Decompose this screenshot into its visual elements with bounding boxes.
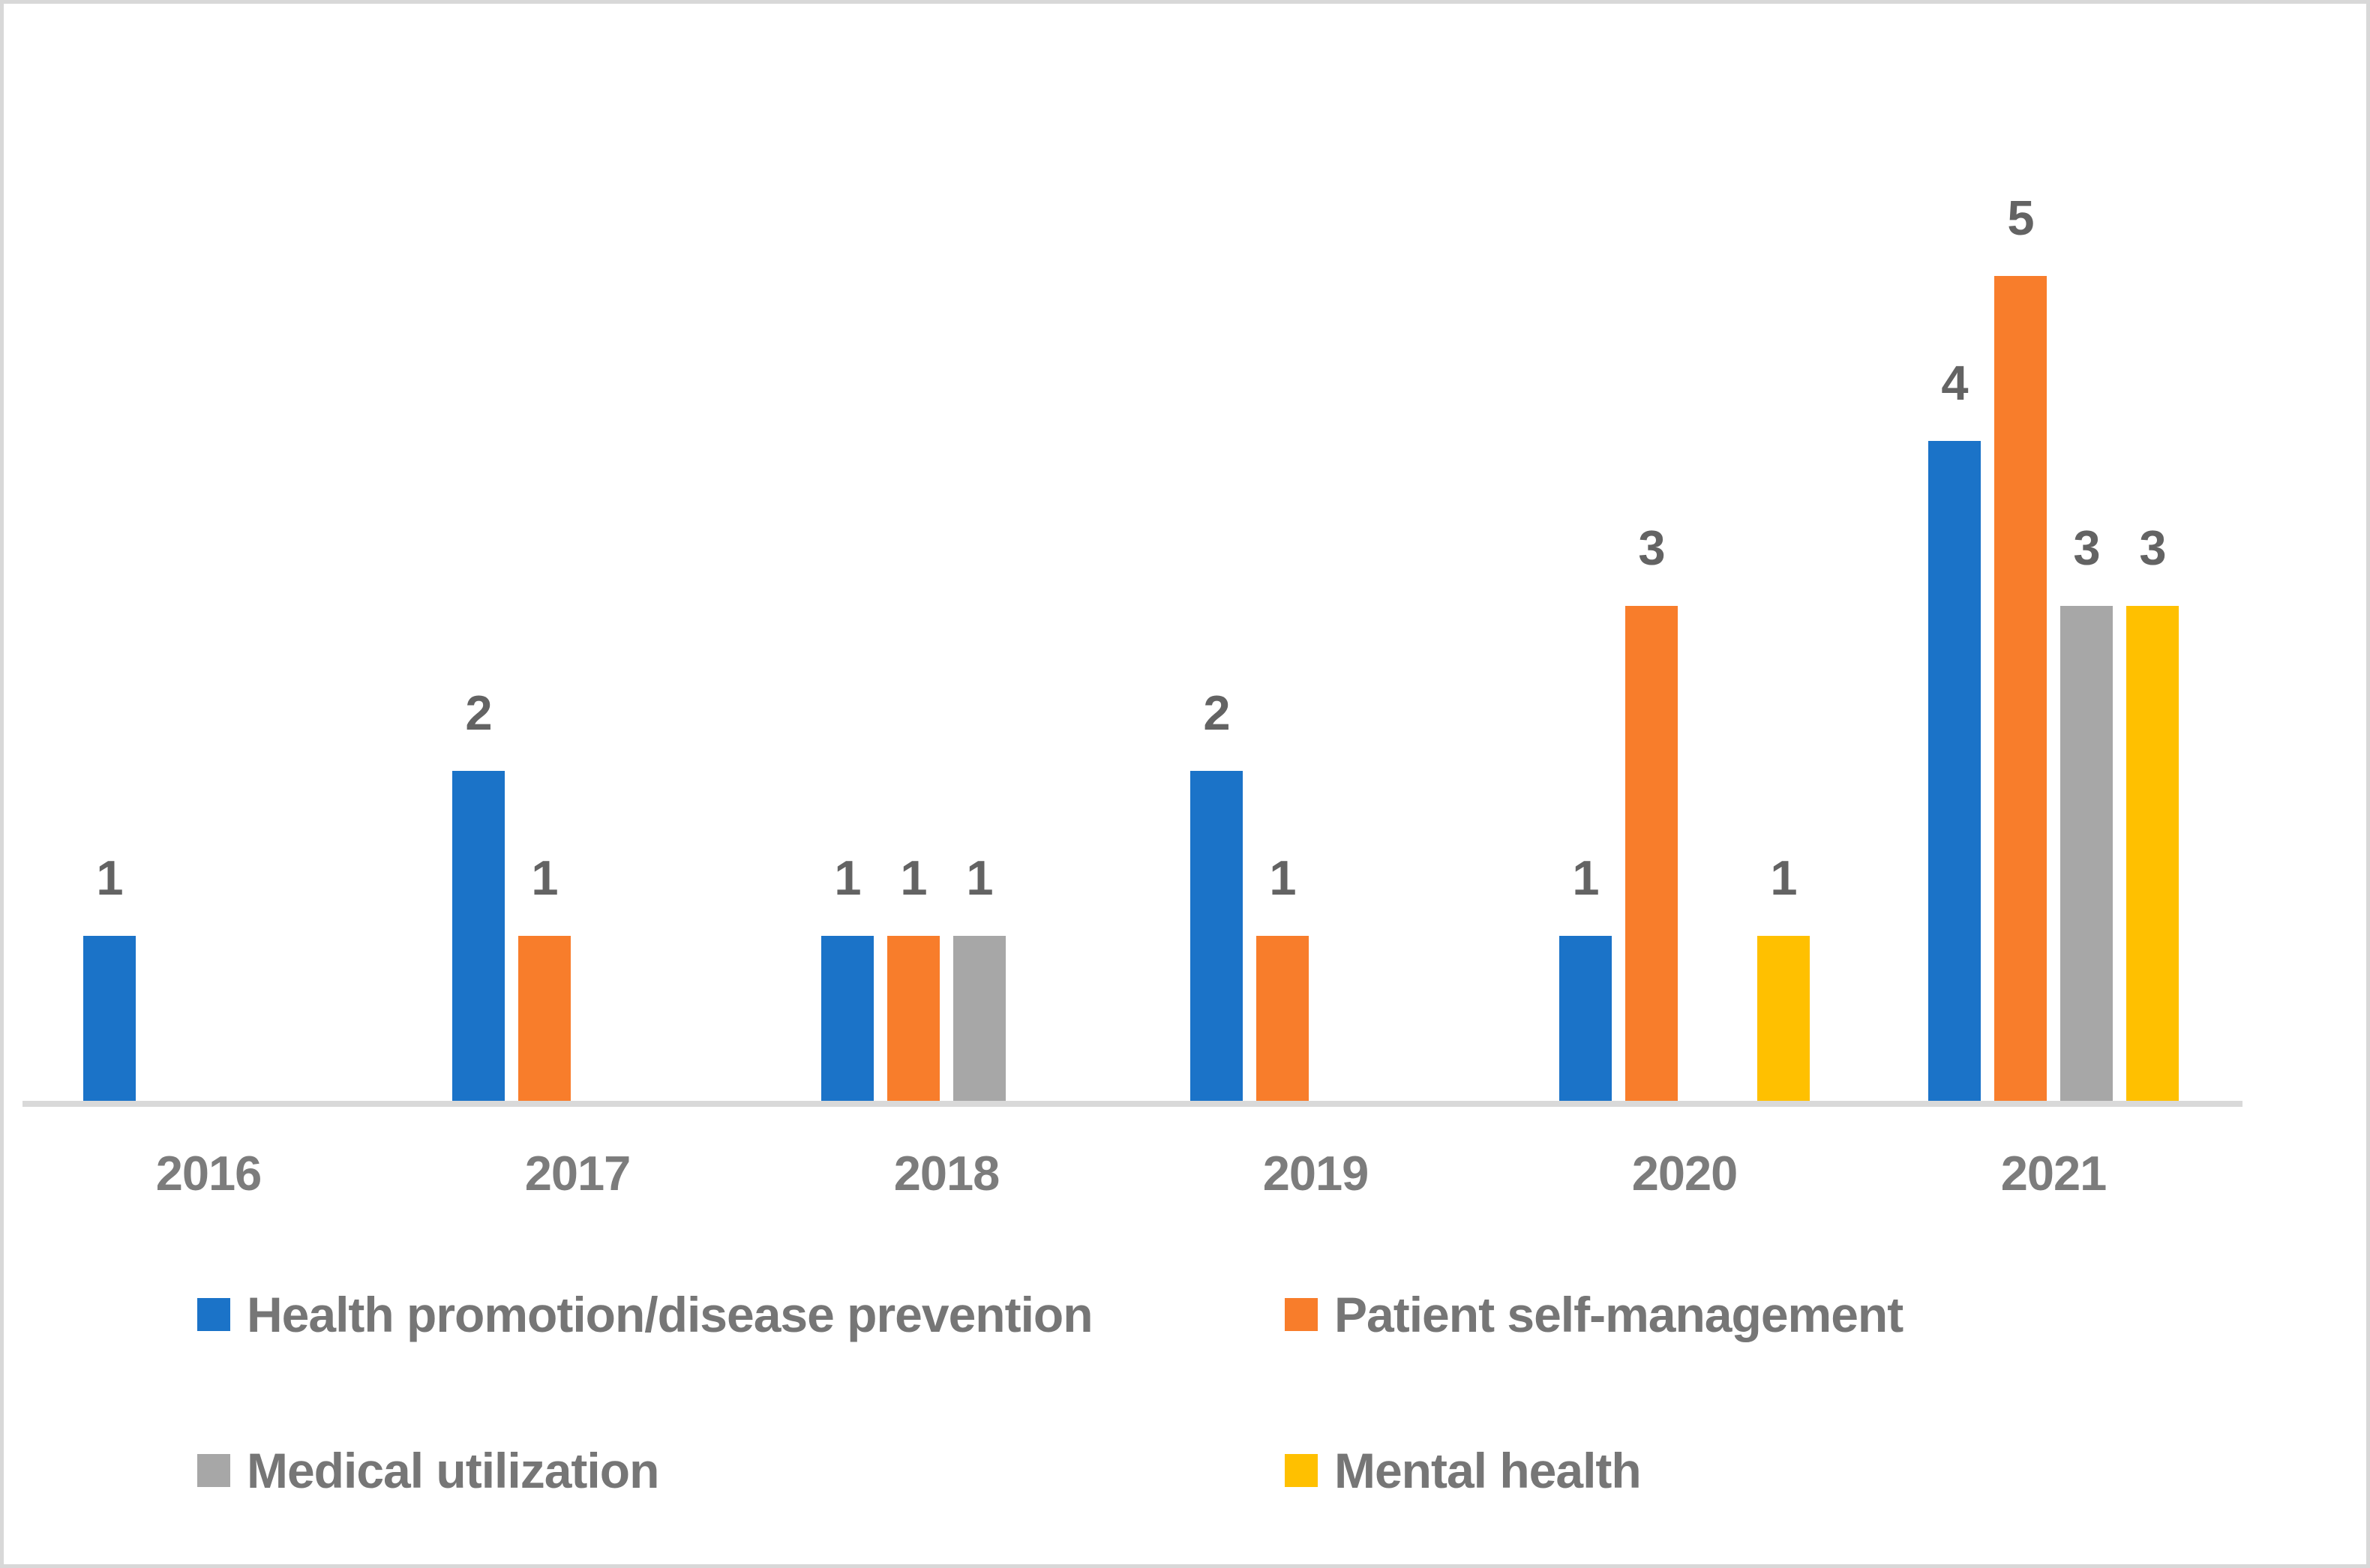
x-tick-label: 2016 [155, 1146, 262, 1201]
bar-value-label: 1 [1770, 850, 1797, 905]
x-tick-label: 2018 [893, 1146, 1000, 1201]
bar-value-label: 3 [2073, 520, 2100, 575]
bar [2060, 606, 2113, 1101]
legend-item: Medical utilization [197, 1443, 659, 1498]
bar [1559, 936, 1612, 1101]
legend-marker [197, 1298, 230, 1331]
bar-value-label: 3 [1638, 520, 1665, 575]
bar [1994, 276, 2047, 1101]
x-tick-label: 2019 [1262, 1146, 1370, 1201]
legend-item: Health promotion/disease prevention [197, 1287, 1094, 1342]
legend-item-label: Patient self-management [1334, 1287, 1904, 1342]
x-tick-label: 2020 [1631, 1146, 1738, 1201]
legend-marker [197, 1454, 230, 1487]
x-tick-label: 2017 [524, 1146, 632, 1201]
legend-item-label: Health promotion/disease prevention [247, 1287, 1094, 1342]
bar [83, 936, 136, 1101]
bar [821, 936, 874, 1101]
bar-value-label: 1 [531, 850, 558, 905]
legend-marker [1285, 1298, 1318, 1331]
bar-value-label: 1 [1269, 850, 1296, 905]
x-tick-label: 2021 [2000, 1146, 2108, 1201]
bar [2126, 606, 2179, 1101]
bar-value-label: 2 [465, 685, 492, 740]
bar-value-label: 1 [96, 850, 123, 905]
legend-item-label: Medical utilization [247, 1443, 659, 1498]
legend-item-label: Mental health [1334, 1443, 1642, 1498]
bar [953, 936, 1006, 1101]
bar [1928, 441, 1981, 1101]
bar [1625, 606, 1678, 1101]
bar-value-label: 4 [1941, 355, 1968, 410]
bar [518, 936, 571, 1101]
bar-value-label: 1 [900, 850, 927, 905]
legend-item: Patient self-management [1285, 1287, 1904, 1342]
bar-value-label: 3 [2139, 520, 2166, 575]
legend-marker [1285, 1454, 1318, 1487]
bar-value-label: 1 [1572, 850, 1599, 905]
bar-value-label: 5 [2007, 190, 2034, 245]
bar [887, 936, 940, 1101]
legend-item: Mental health [1285, 1443, 1642, 1498]
bar-value-label: 1 [966, 850, 993, 905]
bar [1256, 936, 1309, 1101]
bar [1757, 936, 1810, 1101]
bar [1190, 771, 1243, 1101]
bar-value-label: 1 [834, 850, 861, 905]
x-axis-line [22, 1101, 2242, 1107]
bar-value-label: 2 [1203, 685, 1230, 740]
bar [452, 771, 505, 1101]
